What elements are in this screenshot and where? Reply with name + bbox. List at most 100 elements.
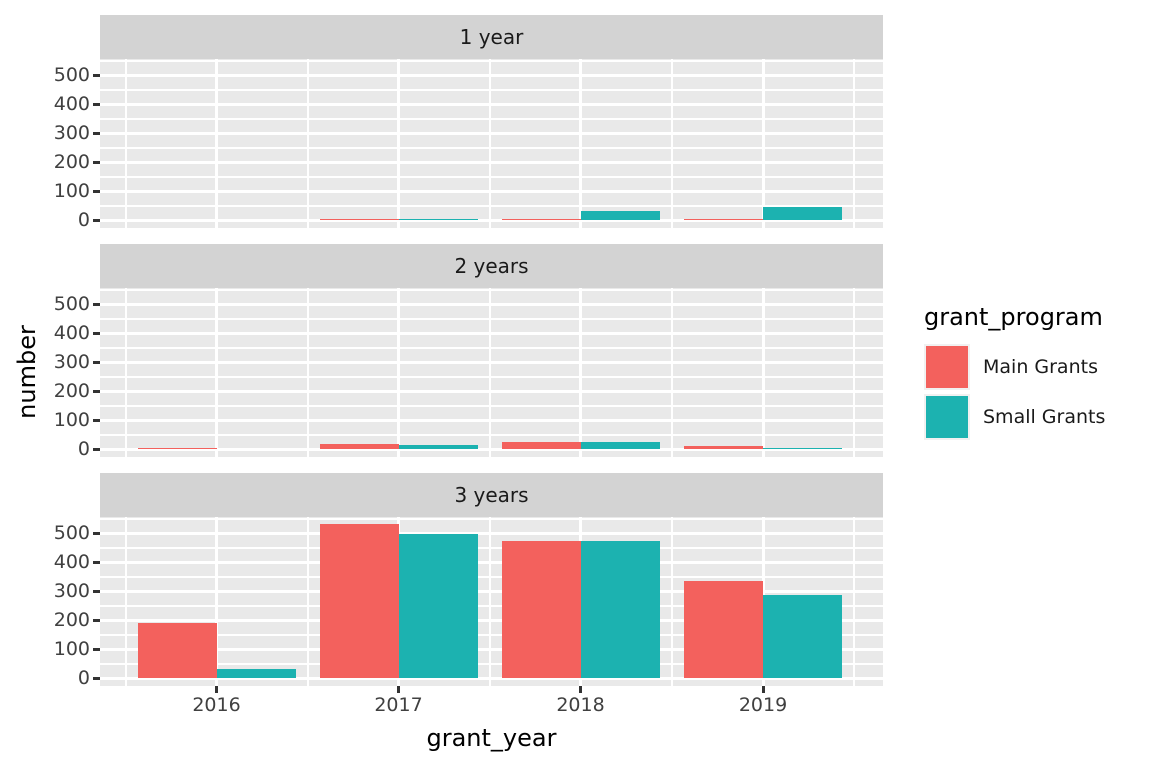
y-tick-label: 500 [53,293,90,315]
gridline-major [100,160,883,164]
gridline-minor [306,517,309,686]
x-tick-label: 2016 [192,694,241,716]
y-tick-label: 300 [53,122,90,144]
x-tick-label: 2018 [556,694,605,716]
y-tick-label: 100 [53,638,90,660]
y-tick-mark [93,189,100,193]
gridline-minor [100,433,883,436]
gridline-minor [124,517,127,686]
y-tick-label: 400 [53,551,90,573]
gridline-minor [100,204,883,207]
legend-swatch [926,396,968,438]
gridline-major [761,59,765,228]
gridline-minor [100,375,883,378]
facet-strip-label: 1 year [459,25,524,49]
gridline-minor [100,662,883,665]
legend-item: Small Grants [924,394,1105,440]
gridline-major [100,589,883,593]
gridline-major [100,676,883,680]
legend-item: Main Grants [924,344,1105,390]
bar [580,442,660,449]
y-tick-label: 500 [53,64,90,86]
bar [319,444,399,449]
bar [137,447,217,449]
gridline-major [100,389,883,393]
y-tick-mark [93,360,100,364]
y-tick-label: 500 [53,522,90,544]
y-tick-mark [93,647,100,651]
gridline-minor [852,517,855,686]
facet-panel [100,517,883,686]
facet-block: 1 year 0 100 200 300 400 500 [0,15,883,231]
y-tick-label: 0 [77,667,90,689]
gridline-major [100,331,883,335]
legend-items: Main Grants Small Grants [924,344,1105,440]
facet-block: 3 years 0 100 200 300 400 500 [0,473,883,689]
y-tick-label: 0 [77,209,90,231]
legend-label: Small Grants [983,406,1106,428]
gridline-major [100,447,883,451]
gridline-minor [100,88,883,91]
gridline-minor [100,517,883,520]
x-tick-label: 2019 [738,694,788,716]
facet-strip-label: 2 years [454,254,529,278]
y-tick-label: 200 [53,380,90,402]
gridline-major [579,59,582,228]
gridline-minor [100,404,883,407]
facet-strip: 2 years [100,244,883,288]
gridline-major [100,531,883,535]
y-tick-mark [93,73,100,77]
bar [501,540,581,678]
y-tick-label: 200 [53,151,90,173]
bar [216,669,296,678]
y-tick-label: 300 [53,580,90,602]
gridline-major [100,302,883,306]
x-axis-title: grant_year [426,724,557,752]
gridline-minor [100,604,883,607]
legend-swatch [926,346,968,388]
x-tick-label: 2017 [374,694,423,716]
x-tick-mark [215,686,218,693]
gridline-minor [306,59,309,228]
gridline-minor [306,288,309,457]
gridline-minor [100,546,883,549]
gridline-minor [100,575,883,578]
gridline-major [100,189,883,193]
facet-strip: 3 years [100,473,883,517]
gridline-major [579,288,582,457]
gridline-minor [100,633,883,636]
gridline-minor [852,59,855,228]
gridline-minor [488,288,491,457]
bar [684,580,763,678]
legend-key [924,394,970,440]
gridline-minor [124,59,127,228]
x-tick-mark [761,686,765,693]
facet-strip-label: 3 years [454,483,529,507]
gridline-major [100,560,883,564]
y-tick-label: 300 [53,351,90,373]
gridline-major [100,647,883,651]
y-tick-mark [93,447,100,451]
bar [319,523,399,678]
bar [398,533,478,678]
y-tick-label: 100 [53,409,90,431]
y-tick-mark [93,676,100,680]
y-tick-label: 100 [53,180,90,202]
bar [580,541,660,678]
gridline-major [100,618,883,622]
gridline-major [100,418,883,422]
y-tick-label: 400 [53,322,90,344]
bar [684,218,763,220]
y-tick-mark [93,131,100,135]
gridline-minor [670,288,673,457]
bar [137,622,217,678]
gridline-major [215,517,218,686]
gridline-major [100,360,883,364]
y-tick-mark [93,418,100,422]
y-tick-mark [93,618,100,622]
facet-panel [100,288,883,457]
legend: grant_program Main Grants Small Grants [924,303,1105,444]
gridline-minor [100,59,883,62]
y-tick-label: 200 [53,609,90,631]
